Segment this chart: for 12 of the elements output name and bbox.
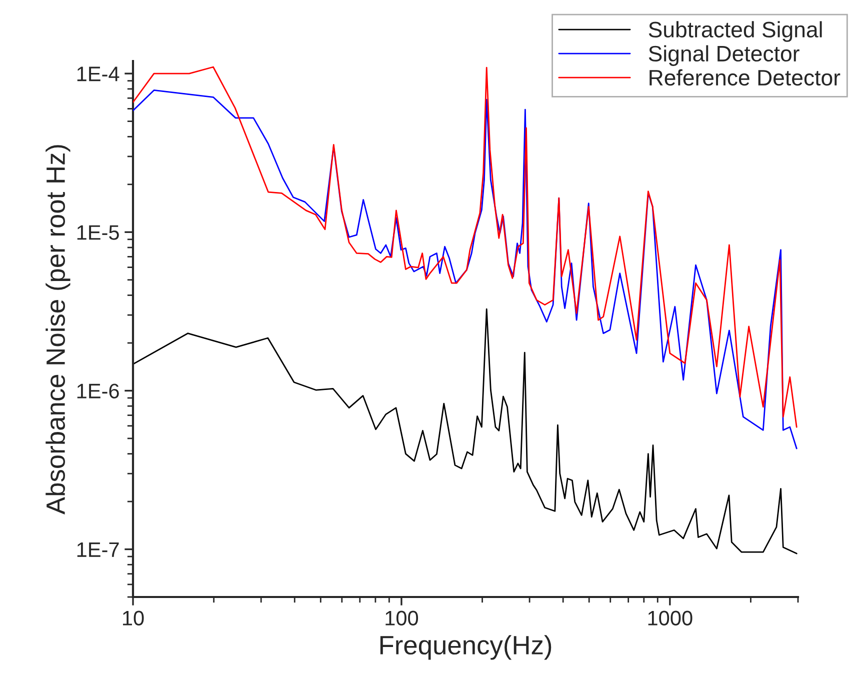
x-tick-label: 100 bbox=[386, 610, 418, 626]
y-axis-title: Absorbance Noise (per root Hz) bbox=[46, 145, 70, 514]
legend-label: Reference Detector bbox=[650, 69, 840, 86]
y-tick-label: 1E-7 bbox=[77, 542, 119, 557]
x-tick-label: 10 bbox=[123, 610, 144, 626]
legend-label: Signal Detector bbox=[648, 45, 800, 66]
x-tick-label: 1000 bbox=[648, 610, 692, 626]
legend-label: Subtracted Signal bbox=[648, 21, 822, 42]
y-tick-label: 1E-4 bbox=[77, 66, 120, 82]
y-tick-label: 1E-5 bbox=[77, 225, 119, 240]
y-tick-label: 1E-6 bbox=[77, 384, 119, 398]
x-axis-title: Frequency(Hz) bbox=[380, 635, 552, 660]
